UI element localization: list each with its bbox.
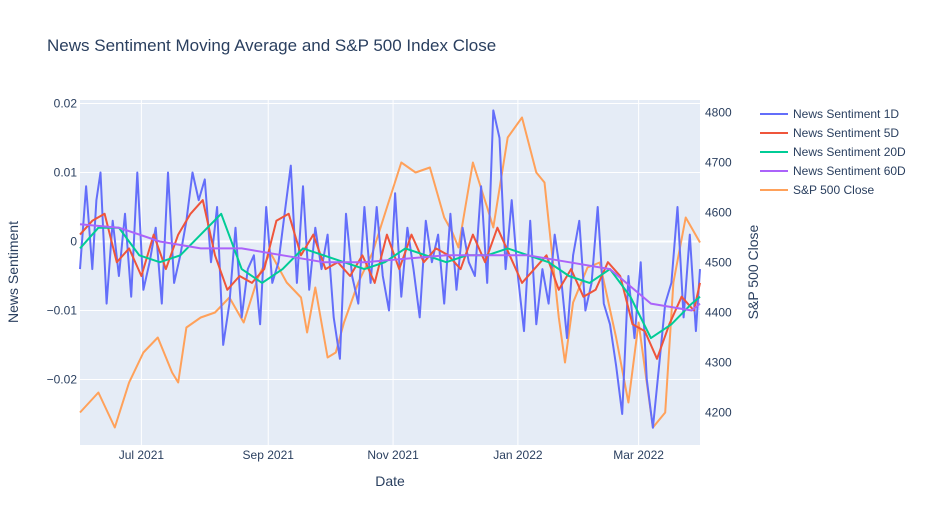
- x-axis-title: Date: [375, 473, 405, 489]
- series-layer: [79, 109, 701, 429]
- y2-tick-labels: 4800 4700 4600 4500 4400 4300 4200: [705, 106, 732, 420]
- y-tick-label: −0.01: [47, 303, 78, 317]
- x-tick-labels: Jul 2021 Sep 2021 Nov 2021 Jan 2022 Mar 2022: [119, 448, 665, 462]
- x-tick-label: Nov 2021: [367, 448, 419, 462]
- series-line-news-sentiment-20d[interactable]: [79, 212, 701, 340]
- legend-label[interactable]: News Sentiment 20D: [793, 145, 906, 159]
- legend-label[interactable]: S&P 500 Close: [793, 183, 874, 197]
- y-tick-label: −0.02: [47, 372, 78, 386]
- y-tick-label: 0.02: [54, 96, 78, 110]
- y2-tick-label: 4800: [705, 106, 732, 120]
- x-tick-label: Jan 2022: [493, 448, 543, 462]
- series-line-news-sentiment-5d[interactable]: [79, 199, 701, 360]
- series-line-s-p-500-close[interactable]: [79, 116, 701, 429]
- x-tick-label: Sep 2021: [243, 448, 295, 462]
- series-line-news-sentiment-60d[interactable]: [79, 223, 701, 312]
- y2-tick-label: 4300: [705, 356, 732, 370]
- y2-tick-label: 4500: [705, 256, 732, 270]
- y2-tick-label: 4600: [705, 206, 732, 220]
- y-tick-labels: 0.02 0.01 0 −0.01 −0.02: [47, 96, 78, 386]
- legend-label[interactable]: News Sentiment 60D: [793, 164, 906, 178]
- legend-label[interactable]: News Sentiment 5D: [793, 126, 899, 140]
- y2-tick-label: 4200: [705, 406, 732, 420]
- y2-tick-label: 4400: [705, 306, 732, 320]
- y-tick-label: 0: [70, 234, 77, 248]
- x-tick-label: Mar 2022: [613, 448, 664, 462]
- y-tick-label: 0.01: [54, 165, 78, 179]
- legend[interactable]: News Sentiment 1D News Sentiment 5D News S…: [760, 107, 906, 197]
- x-tick-label: Jul 2021: [119, 448, 165, 462]
- legend-label[interactable]: News Sentiment 1D: [793, 107, 899, 121]
- y2-axis-title: S&P 500 Close: [745, 224, 761, 319]
- y2-tick-label: 4700: [705, 156, 732, 170]
- chart-title: News Sentiment Moving Average and S&P 50…: [47, 36, 496, 55]
- y-axis-title: News Sentiment: [5, 221, 21, 323]
